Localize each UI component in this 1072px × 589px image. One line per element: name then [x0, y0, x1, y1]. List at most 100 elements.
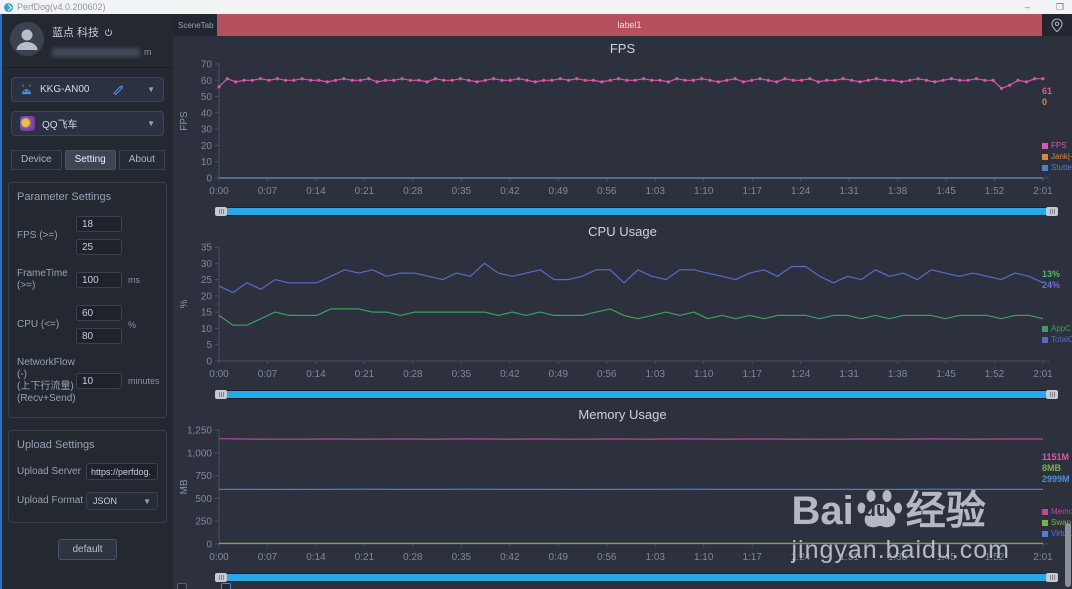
x-tick-label: 0:56: [597, 552, 617, 563]
x-tick-label: 1:24: [791, 369, 811, 380]
cpu-input-1[interactable]: [76, 305, 122, 321]
series-marker: [275, 77, 279, 81]
time-range-slider[interactable]: [215, 207, 1058, 216]
series-marker: [825, 78, 829, 82]
series-marker: [1033, 77, 1037, 81]
tab-device[interactable]: Device: [11, 150, 62, 170]
cpu-label: CPU (<=): [17, 318, 60, 330]
y-tick-label: 60: [201, 76, 213, 87]
series-marker: [533, 80, 537, 84]
slider-fill[interactable]: [227, 391, 1046, 398]
series-marker: [1024, 80, 1028, 84]
series-marker: [259, 77, 263, 81]
x-tick-label: 0:00: [209, 186, 229, 197]
series-marker: [1041, 77, 1045, 81]
series-marker: [483, 78, 487, 82]
series-marker: [225, 77, 229, 81]
avatar[interactable]: [10, 22, 44, 56]
cpu-input-2[interactable]: [76, 328, 122, 344]
chart-section-memory: Memory Usage 0 250 500 750 1,000 1,250 MB 0:00 0…: [173, 402, 1072, 585]
maximize-button[interactable]: ❐: [1055, 2, 1064, 12]
main-area: SceneTab label1 FPS 0 10 20 30 40 50 60 70 FPS 0:…: [173, 14, 1072, 589]
legend-item-AppC[interactable]: AppC: [1042, 323, 1072, 334]
series-marker: [966, 78, 970, 82]
x-tick-label: 1:24: [791, 552, 811, 563]
series-marker: [392, 78, 396, 82]
series-marker: [708, 78, 712, 82]
legend-swatch: [1042, 164, 1048, 171]
chevron-down-icon: ▼: [143, 496, 151, 506]
legend-item-Stutter|[interactable]: Stutter|: [1042, 162, 1072, 173]
chart-legend: FPS Jank|+ Stutter|: [1042, 140, 1072, 173]
networkflow-input[interactable]: [76, 373, 122, 389]
x-tick-label: 0:28: [403, 552, 423, 563]
series-marker: [367, 77, 371, 81]
hidden-checkbox-2[interactable]: [221, 583, 231, 589]
power-icon[interactable]: [104, 28, 113, 37]
legend-item-Swap[interactable]: Swap: [1042, 517, 1072, 528]
vertical-scrollbar-thumb[interactable]: [1065, 523, 1071, 587]
fps-threshold-input-2[interactable]: [76, 239, 122, 255]
device-select[interactable]: KKG-AN00 ▼: [11, 77, 164, 102]
default-button[interactable]: default: [58, 539, 117, 560]
x-tick-label: 0:07: [258, 186, 278, 197]
chevron-down-icon: ▼: [147, 119, 155, 128]
legend-item-Memo[interactable]: Memo: [1042, 506, 1072, 517]
sidebar-tabs: Device Setting About: [11, 150, 173, 170]
series-marker: [542, 78, 546, 82]
hidden-checkbox-1[interactable]: [177, 583, 187, 589]
slider-handle-left[interactable]: [215, 573, 227, 582]
legend-item-Virtua[interactable]: Virtua: [1042, 528, 1072, 539]
fps-threshold-input-1[interactable]: [76, 216, 122, 232]
tab-about[interactable]: About: [118, 150, 165, 170]
series-marker: [525, 78, 529, 82]
map-pin-icon[interactable]: [1051, 18, 1063, 37]
upload-format-label: Upload Format: [17, 495, 84, 506]
frametime-input[interactable]: [76, 272, 122, 288]
x-tick-label: 1:03: [646, 552, 666, 563]
x-tick-label: 1:45: [936, 369, 956, 380]
time-range-slider[interactable]: [215, 573, 1058, 582]
series-marker: [666, 80, 671, 84]
legend-item-FPS[interactable]: FPS: [1042, 140, 1072, 151]
parameter-settings-panel: Parameter Settings FPS (>=) FrameTime (>…: [8, 182, 167, 418]
slider-handle-right[interactable]: [1046, 573, 1058, 582]
cpu-threshold-field: CPU (<=) %: [17, 305, 158, 344]
minimize-button[interactable]: –: [1024, 2, 1030, 12]
slider-handle-right[interactable]: [1046, 207, 1058, 216]
x-tick-label: 1:24: [791, 186, 811, 197]
time-range-slider[interactable]: [215, 390, 1058, 399]
series-marker: [916, 77, 920, 81]
legend-item-Jank|+[interactable]: Jank|+: [1042, 151, 1072, 162]
slider-handle-right[interactable]: [1046, 390, 1058, 399]
y-tick-label: 1,250: [187, 426, 212, 437]
chart-body: 0 10 20 30 40 50 60 70 FPS 0:00 0:07 0:14 0:21 0:28 0:…: [173, 56, 1072, 206]
slider-handle-left[interactable]: [215, 207, 227, 216]
app-select[interactable]: QQ飞车 ▼: [11, 111, 164, 136]
legend-item-TotalC[interactable]: TotalC: [1042, 334, 1072, 345]
android-icon: [21, 84, 32, 95]
scene-label-bar[interactable]: label1: [217, 14, 1042, 36]
legend-swatch: [1042, 336, 1048, 343]
series-marker: [716, 80, 721, 84]
tab-setting[interactable]: Setting: [64, 150, 116, 170]
slider-handle-left[interactable]: [215, 390, 227, 399]
upload-format-select[interactable]: JSON ▼: [86, 492, 158, 510]
series-marker: [675, 77, 679, 81]
legend-label: Jank|+: [1051, 152, 1072, 161]
legend-swatch: [1042, 530, 1048, 537]
series-marker: [217, 85, 221, 89]
chart-title: CPU Usage: [588, 224, 657, 239]
x-tick-label: 1:45: [936, 186, 956, 197]
series-line-TotalC: [218, 262, 1044, 294]
upload-server-input[interactable]: [86, 463, 158, 480]
slider-fill[interactable]: [227, 208, 1046, 215]
slider-fill[interactable]: [227, 574, 1046, 581]
x-tick-label: 0:21: [355, 369, 375, 380]
y-tick-label: 0: [206, 357, 212, 368]
series-marker: [750, 78, 754, 82]
chart-section-fps: FPS 0 10 20 30 40 50 60 70 FPS 0:00 0:07 0:14 0:21 0:…: [173, 36, 1072, 219]
legend-label: Virtua: [1051, 529, 1072, 538]
pencil-icon[interactable]: [112, 84, 124, 96]
x-tick-label: 0:35: [452, 369, 472, 380]
